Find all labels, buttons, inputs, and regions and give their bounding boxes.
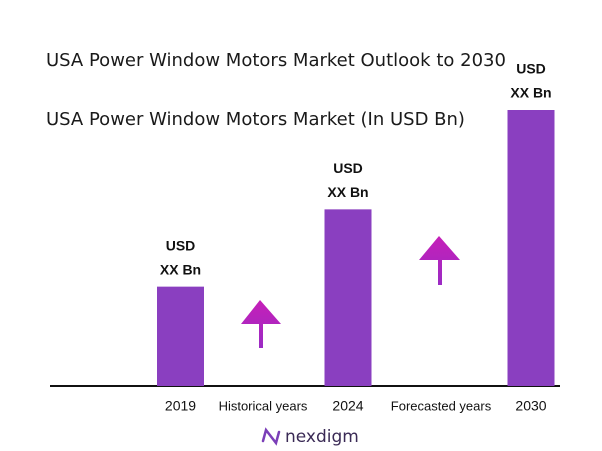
up-arrow <box>419 236 460 285</box>
bar <box>324 209 372 386</box>
chart-subtitle: USA Power Window Motors Market (In USD B… <box>46 109 465 130</box>
x-tick-label: 2024 <box>332 398 363 414</box>
chart-title: USA Power Window Motors Market Outlook t… <box>46 50 506 71</box>
bar <box>507 110 555 386</box>
annotation: Historical years <box>219 398 308 413</box>
logo-icon <box>261 427 281 446</box>
annotation: Forecasted years <box>391 398 492 413</box>
value-label: USD <box>516 61 546 77</box>
value-label: XX Bn <box>160 261 201 277</box>
value-label: USD <box>166 237 196 253</box>
x-tick-label: 2030 <box>515 398 546 414</box>
value-label: XX Bn <box>327 184 368 200</box>
value-label: USD <box>333 160 363 176</box>
bar <box>157 286 204 386</box>
up-arrow <box>241 300 281 348</box>
logo: nexdigm <box>285 427 359 447</box>
x-tick-label: 2019 <box>165 398 196 414</box>
value-label: XX Bn <box>510 85 551 101</box>
